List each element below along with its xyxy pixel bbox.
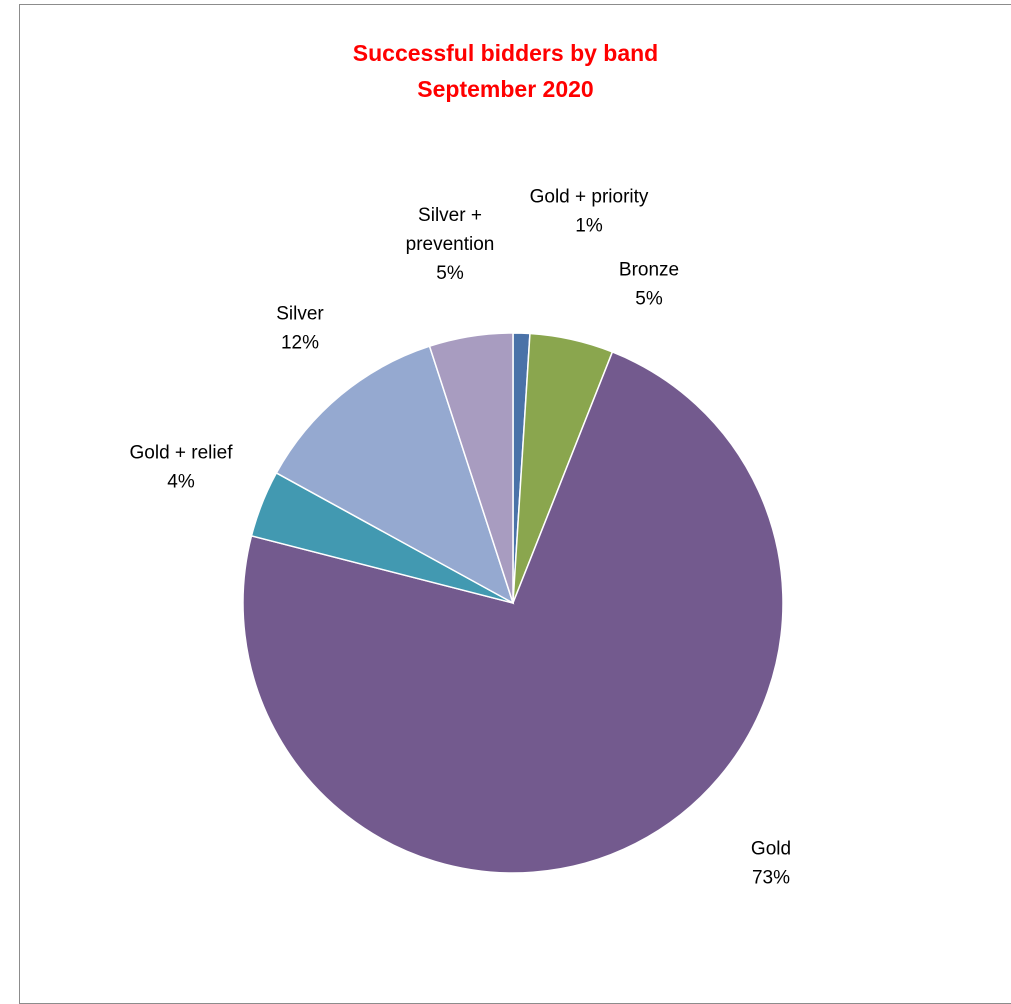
chart-subtitle: September 2020 — [417, 76, 594, 102]
data-label: Gold + relief 4% — [130, 443, 234, 493]
data-label: Gold 73% — [751, 839, 791, 889]
data-label: Gold + priority 1% — [530, 187, 649, 237]
pie-slice-silver — [275, 345, 515, 605]
data-label: Silver + prevention 5% — [406, 205, 495, 284]
data-label: Silver 12% — [276, 304, 324, 354]
chart-title: Successful bidders by band — [352, 40, 659, 66]
data-label: Bronze 5% — [619, 260, 679, 310]
pie-slice-silver-prevention — [428, 332, 514, 604]
pie-slice-gold — [242, 350, 784, 874]
pie-slices — [242, 332, 784, 874]
pie-labels: Gold + priority 1% Bronze 5% Gold 73% Gold + r… — [130, 187, 792, 889]
